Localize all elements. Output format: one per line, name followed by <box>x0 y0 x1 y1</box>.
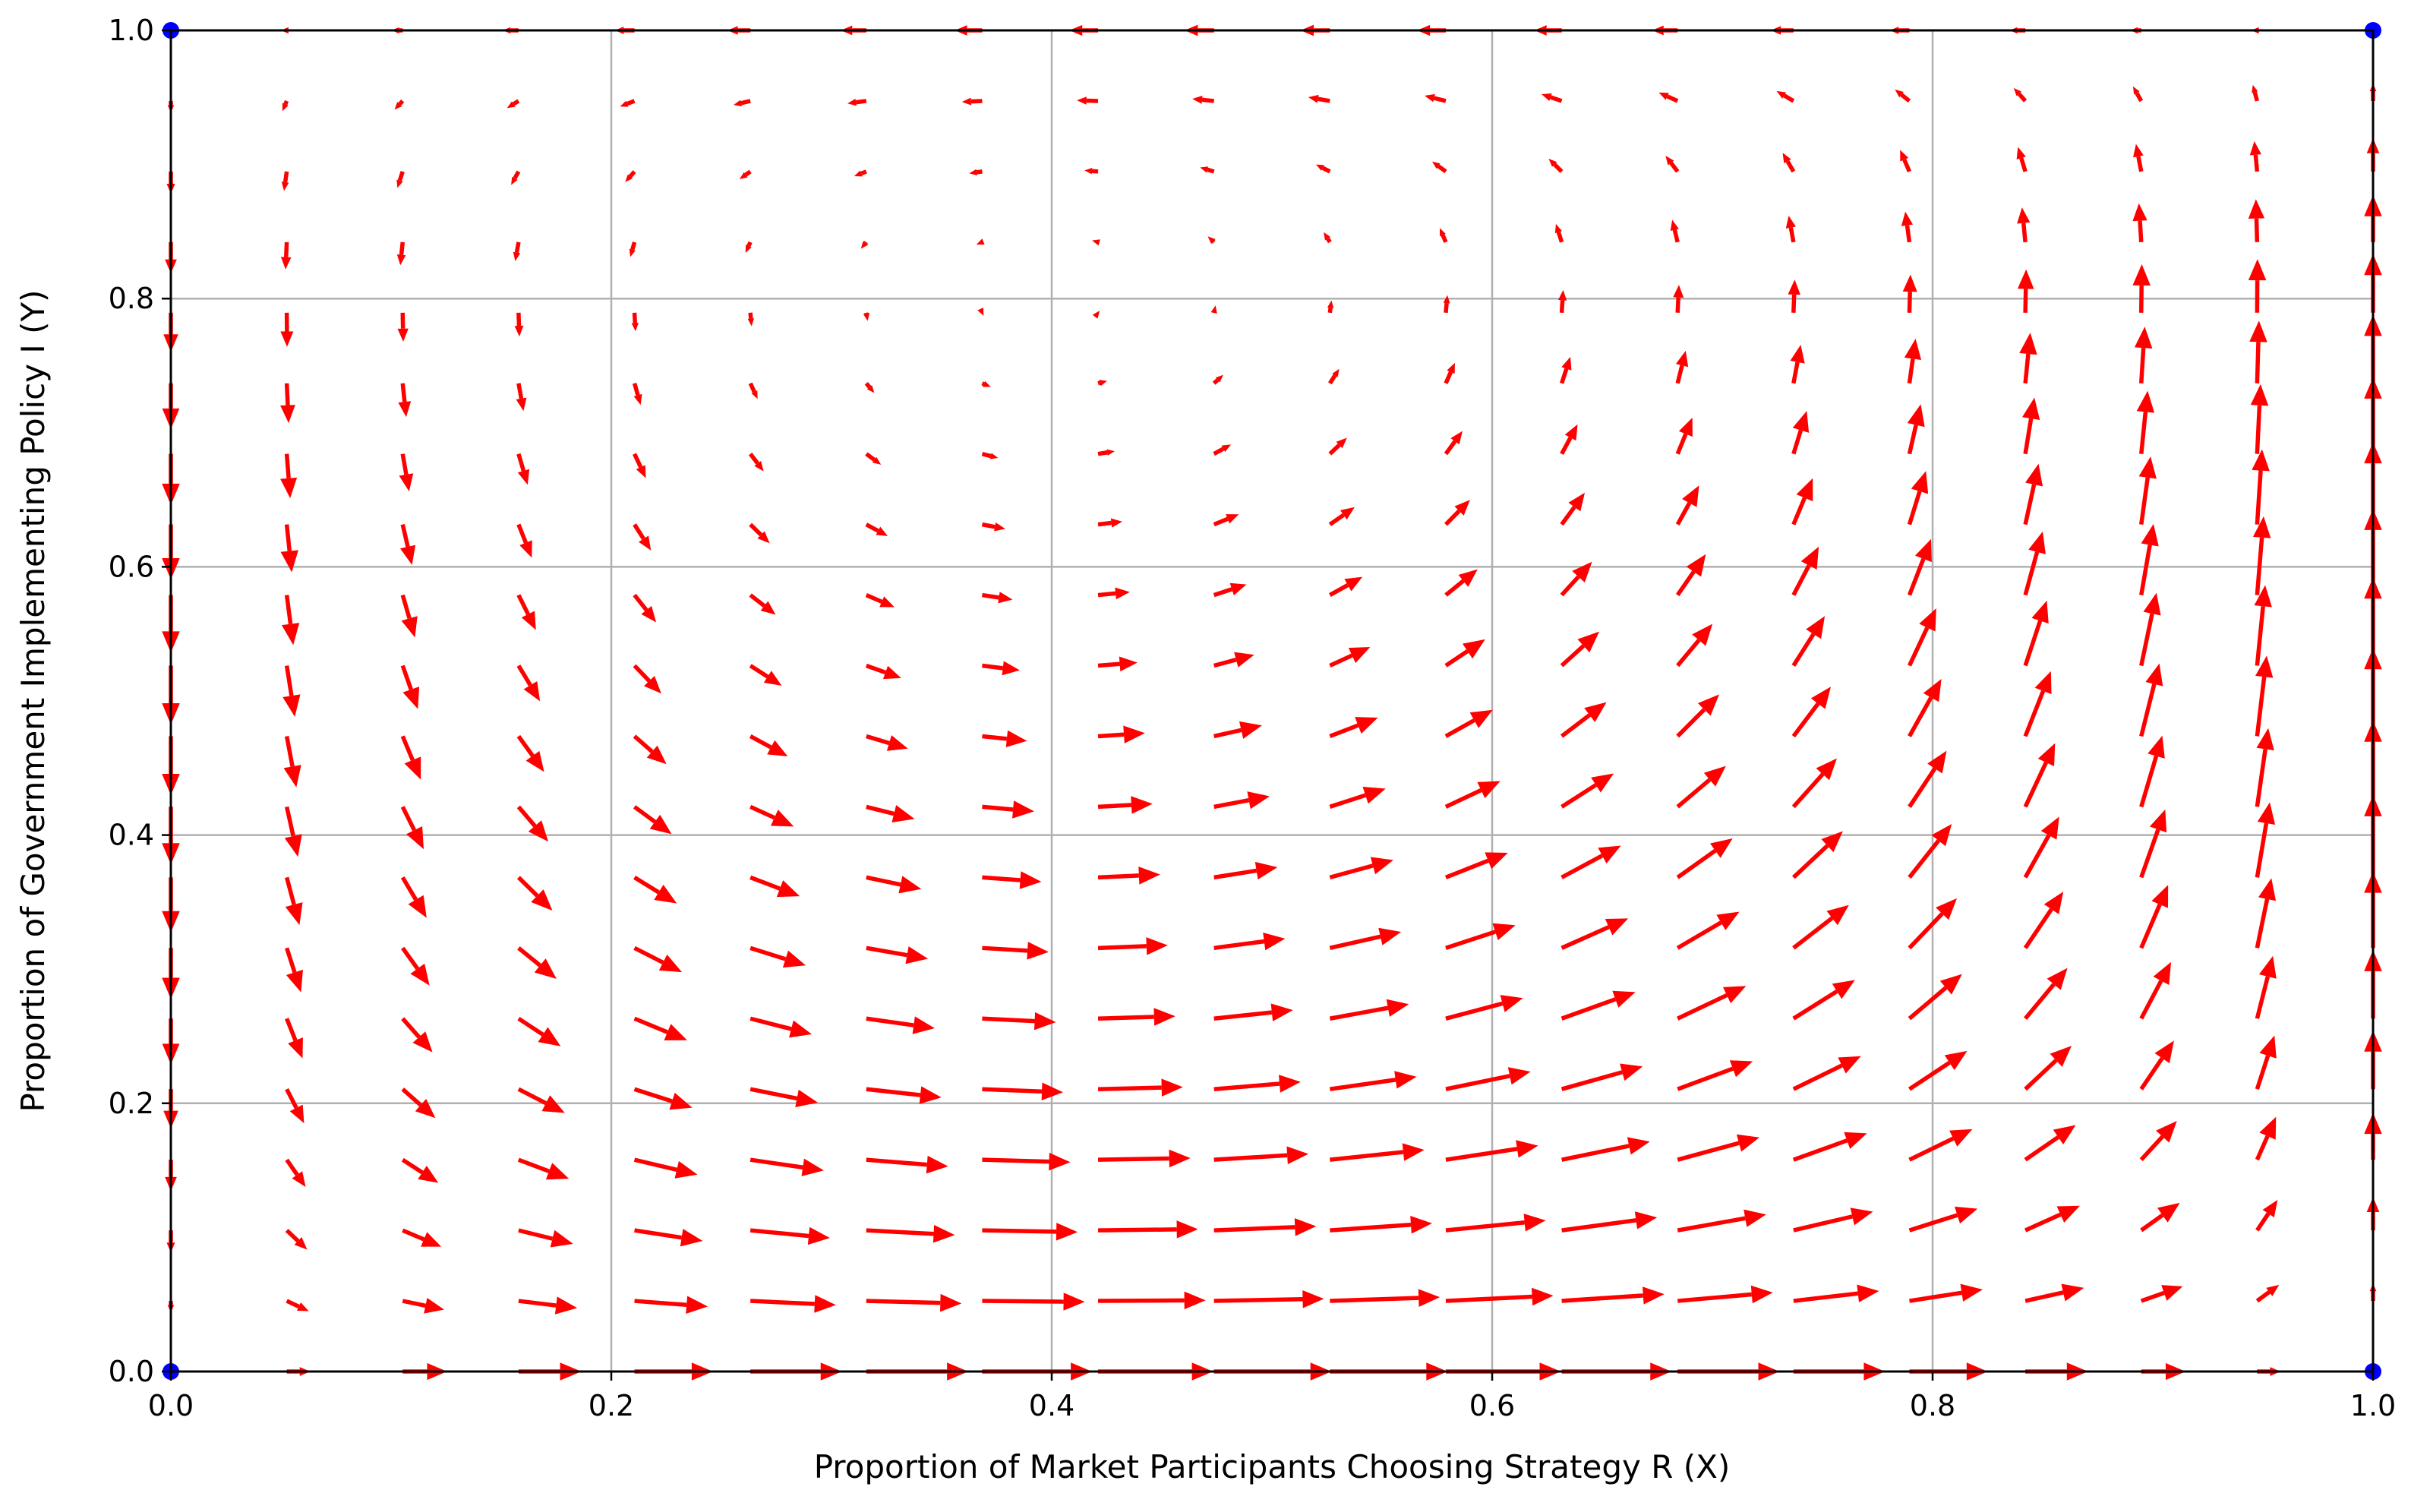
arrow-shaft <box>749 242 750 246</box>
arrow-shaft <box>2256 219 2257 242</box>
arrow-shaft <box>982 1018 1034 1021</box>
x-tick-label: 0.4 <box>1029 1389 1075 1422</box>
arrow-shaft <box>287 454 289 478</box>
arrow-shaft <box>516 242 518 253</box>
arrow-shaft <box>1214 1299 1303 1301</box>
arrow-shaft <box>2255 92 2257 101</box>
arrow-shaft <box>1098 1087 1162 1089</box>
arrow-shaft <box>2257 406 2259 454</box>
arrow-shaft <box>1446 303 1447 313</box>
arrow-shaft <box>982 1160 1049 1161</box>
arrow-shaft <box>746 172 750 175</box>
arrow-shaft <box>982 454 990 456</box>
arrow-shaft <box>2141 348 2144 384</box>
arrow-shaft <box>982 877 1020 880</box>
arrow-shaft <box>1214 380 1218 383</box>
arrow-shaft <box>1909 292 1910 313</box>
y-tick-label: 0.6 <box>109 550 154 583</box>
arrow-shaft <box>861 172 866 174</box>
arrow-shaft <box>1092 171 1098 172</box>
arrow-shaft <box>287 384 288 406</box>
x-tick-label: 0.0 <box>148 1389 194 1422</box>
y-tick-label: 1.0 <box>109 14 154 47</box>
arrow-shaft <box>1098 946 1147 948</box>
arrow-shaft <box>1213 241 1214 242</box>
arrow-shaft <box>1318 99 1330 101</box>
x-tick-label: 0.2 <box>589 1389 634 1422</box>
arrow-shaft <box>399 172 402 181</box>
x-axis-label: Proportion of Market Participants Choosi… <box>814 1448 1731 1485</box>
arrow-shaft <box>519 384 522 399</box>
arrow-shaft <box>402 384 405 402</box>
arrow-shaft <box>1434 98 1446 101</box>
arrow-shaft <box>982 807 1013 810</box>
arrow-shaft <box>633 242 635 250</box>
arrow-shaft <box>1677 298 1678 313</box>
y-tick-label: 0.8 <box>109 282 154 315</box>
arrow-shaft <box>1098 453 1107 454</box>
arrow-shaft <box>2255 155 2257 172</box>
arrow-shaft <box>513 101 519 104</box>
arrow-shaft <box>982 666 1002 668</box>
arrow-shaft <box>866 1301 941 1303</box>
arrow-shaft <box>982 1301 1063 1302</box>
arrow-shaft <box>982 525 995 527</box>
arrow-shaft <box>1098 664 1120 665</box>
arrow-shaft <box>1327 238 1330 242</box>
arrow-shaft <box>1098 876 1139 878</box>
arrow-shaft <box>2025 354 2028 384</box>
arrow-shaft <box>1098 734 1124 736</box>
arrow-shaft <box>1443 235 1446 242</box>
arrow-shaft <box>2140 221 2141 242</box>
arrow-shaft <box>1098 1229 1177 1230</box>
arrow-shaft <box>1098 1158 1169 1160</box>
arrow-shaft <box>1098 593 1116 595</box>
arrow-shaft <box>1098 383 1100 384</box>
arrow-shaft <box>1791 228 1793 242</box>
arrow-shaft <box>982 1089 1042 1091</box>
arrow-shaft <box>1562 300 1563 312</box>
arrow-shaft <box>2024 223 2025 242</box>
arrow-shaft <box>1098 1017 1154 1018</box>
arrow-shaft <box>1207 169 1214 172</box>
arrow-shaft <box>741 101 750 103</box>
arrow-shaft <box>2025 289 2026 312</box>
arrow-shaft <box>286 101 287 104</box>
arrow-shaft <box>971 101 983 102</box>
arrow-shaft <box>627 101 635 104</box>
arrow-shaft <box>402 242 403 255</box>
y-axis-label: Proportion of Government Implementing Po… <box>14 289 52 1112</box>
arrow-shaft <box>982 1230 1056 1232</box>
arrow-shaft <box>982 595 999 598</box>
arrow-shaft <box>750 313 751 319</box>
arrow-shaft <box>1907 226 1909 242</box>
arrow-shaft <box>1098 1300 1185 1301</box>
x-tick-label: 0.8 <box>1910 1389 1955 1422</box>
x-tick-label: 0.6 <box>1469 1389 1515 1422</box>
arrow-shaft <box>286 242 287 257</box>
arrow-shaft <box>856 101 866 103</box>
arrow-shaft <box>1098 805 1131 807</box>
arrow-shaft <box>399 101 402 104</box>
arrow-shaft <box>982 736 1006 738</box>
arrow-shaft <box>982 948 1027 951</box>
arrow-shaft <box>2138 156 2141 172</box>
arrow-shaft <box>287 525 290 551</box>
arrow-shaft <box>635 313 636 323</box>
arrow-shaft <box>286 172 287 182</box>
arrow-shaft <box>2257 342 2258 383</box>
y-tick-label: 0.0 <box>109 1355 154 1388</box>
arrow-shaft <box>1098 523 1112 525</box>
arrow-shaft <box>1674 230 1677 242</box>
arrow-shaft <box>866 384 869 387</box>
arrow-shaft <box>1202 99 1214 101</box>
y-tick-label: 0.4 <box>109 819 154 852</box>
x-tick-label: 1.0 <box>2350 1389 2396 1422</box>
y-tick-label: 0.2 <box>109 1087 154 1120</box>
